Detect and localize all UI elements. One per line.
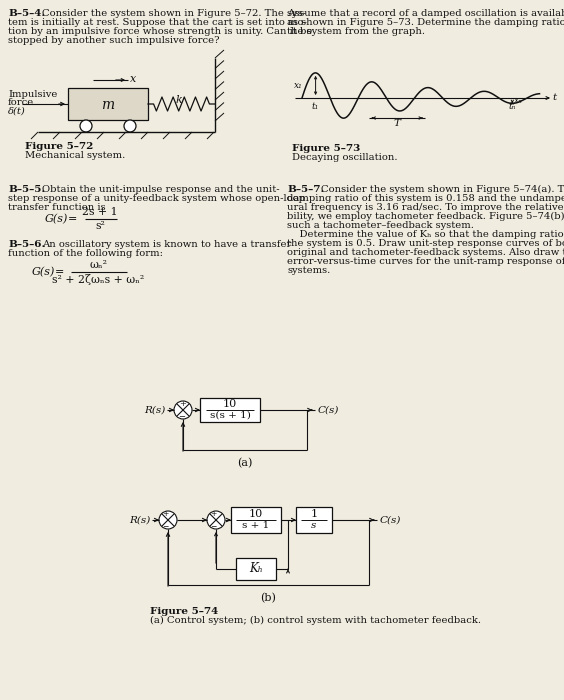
Text: B–5–5.: B–5–5. [8,185,45,194]
Text: Figure 5–73: Figure 5–73 [292,144,360,153]
Text: 2s + 1: 2s + 1 [82,207,118,217]
Text: (a): (a) [237,458,253,468]
Text: R(s): R(s) [144,405,165,414]
Text: Determine the value of Kₕ so that the damping ratio of: Determine the value of Kₕ so that the da… [287,230,564,239]
Text: An oscillatory system is known to have a transfer: An oscillatory system is known to have a… [42,240,292,249]
Text: −: − [210,523,216,531]
Text: original and tachometer-feedback systems. Also draw the: original and tachometer-feedback systems… [287,248,564,257]
Text: Consider the system shown in Figure 5–72. The sys-: Consider the system shown in Figure 5–72… [42,9,306,18]
Text: x: x [130,74,136,84]
Text: damping ratio of this system is 0.158 and the undamped nat-: damping ratio of this system is 0.158 an… [287,194,564,203]
Bar [236,558,276,580]
Text: s² + 2ζωₙs + ωₙ²: s² + 2ζωₙs + ωₙ² [52,274,144,285]
Text: +: + [210,510,216,518]
Text: xₙ: xₙ [514,96,523,105]
Text: G(s): G(s) [32,267,55,277]
Text: Decaying oscillation.: Decaying oscillation. [292,153,398,162]
Text: m: m [102,98,114,112]
Text: systems.: systems. [287,266,331,275]
Text: G(s): G(s) [45,214,68,224]
Text: ωₙ²: ωₙ² [89,260,107,270]
Text: +: + [162,510,168,518]
Text: tₙ: tₙ [509,102,516,111]
Text: Consider the system shown in Figure 5–74(a). The: Consider the system shown in Figure 5–74… [321,185,564,194]
Bar [68,88,148,120]
Bar [200,398,260,422]
Text: bility, we employ tachometer feedback. Figure 5–74(b) shows: bility, we employ tachometer feedback. F… [287,212,564,221]
Text: transfer function is: transfer function is [8,203,105,212]
Text: δ(t): δ(t) [8,107,26,116]
Text: −: − [178,413,186,421]
Text: 10: 10 [223,399,237,409]
Text: step response of a unity-feedback system whose open-loop: step response of a unity-feedback system… [8,194,305,203]
Text: Obtain the unit-impulse response and the unit-: Obtain the unit-impulse response and the… [42,185,280,194]
Text: (b): (b) [261,593,276,603]
Text: Figure 5–74: Figure 5–74 [150,607,218,616]
Text: ural frequency is 3.16 rad/sec. To improve the relative sta-: ural frequency is 3.16 rad/sec. To impro… [287,203,564,212]
Text: B–5–7.: B–5–7. [287,185,324,194]
Text: s(s + 1): s(s + 1) [210,411,250,420]
Text: x₁: x₁ [294,81,303,90]
Text: C(s): C(s) [318,405,340,414]
Text: Assume that a record of a damped oscillation is available: Assume that a record of a damped oscilla… [287,9,564,18]
Text: stopped by another such impulsive force?: stopped by another such impulsive force? [8,36,219,45]
Text: Figure 5–72: Figure 5–72 [25,142,94,151]
Text: the system is 0.5. Draw unit-step response curves of both the: the system is 0.5. Draw unit-step respon… [287,239,564,248]
Text: B–5–6.: B–5–6. [8,240,45,249]
Text: Impulsive: Impulsive [8,90,58,99]
Bar [231,507,281,533]
Text: +: + [179,400,187,408]
Text: error-versus-time curves for the unit-ramp response of both: error-versus-time curves for the unit-ra… [287,257,564,266]
Text: s + 1: s + 1 [243,521,270,530]
Text: (a) Control system; (b) control system with tachometer feedback.: (a) Control system; (b) control system w… [150,616,481,625]
Text: 1: 1 [310,509,318,519]
Text: s: s [311,521,317,530]
Circle shape [159,511,177,529]
Text: s²: s² [95,221,105,231]
Text: such a tachometer–feedback system.: such a tachometer–feedback system. [287,221,474,230]
Circle shape [124,120,136,132]
Text: t: t [552,94,556,102]
Text: −: − [162,523,168,531]
Text: force: force [8,98,34,107]
Text: =: = [68,214,77,224]
Text: t₁: t₁ [312,102,319,111]
Text: as shown in Figure 5–73. Determine the damping ratio ζ of: as shown in Figure 5–73. Determine the d… [287,18,564,27]
Text: the system from the graph.: the system from the graph. [287,27,425,36]
Circle shape [207,511,225,529]
Text: R(s): R(s) [129,515,150,524]
Text: =: = [55,267,64,277]
Bar [296,507,332,533]
Text: C(s): C(s) [380,515,402,524]
Text: Mechanical system.: Mechanical system. [25,151,125,160]
Text: 10: 10 [249,509,263,519]
Text: T: T [394,119,400,128]
Text: k: k [175,95,182,105]
Circle shape [80,120,92,132]
Text: Kₕ: Kₕ [249,563,263,575]
Text: tem is initially at rest. Suppose that the cart is set into mo-: tem is initially at rest. Suppose that t… [8,18,307,27]
Text: tion by an impulsive force whose strength is unity. Can it be: tion by an impulsive force whose strengt… [8,27,312,36]
Circle shape [174,401,192,419]
Text: B–5–4.: B–5–4. [8,9,45,18]
Text: function of the following form:: function of the following form: [8,249,163,258]
